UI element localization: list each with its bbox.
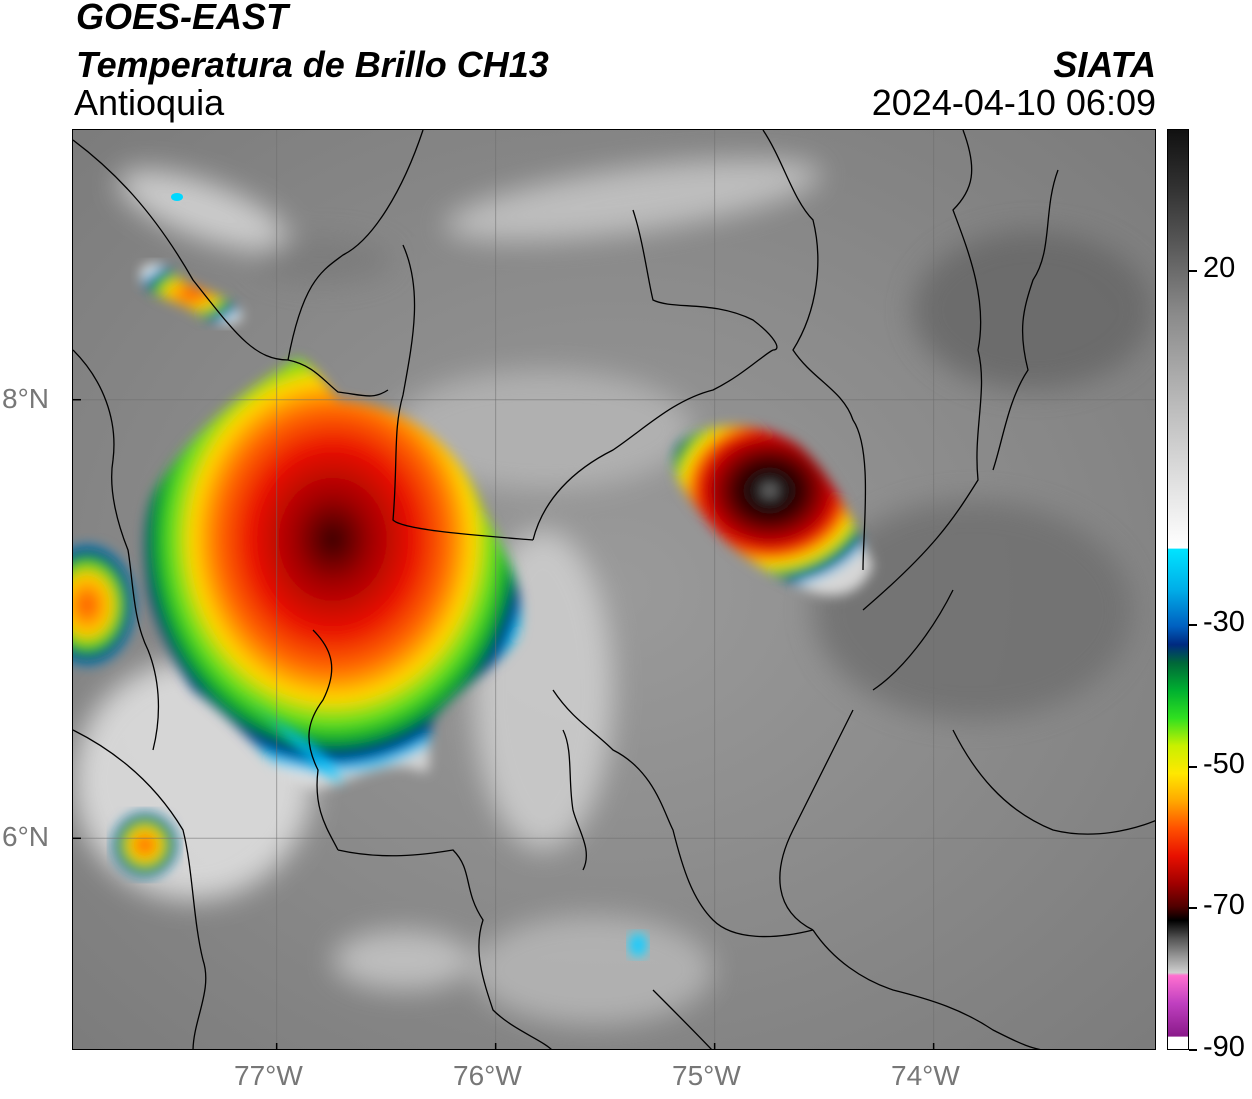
lon-label-77w: 77°W: [234, 1060, 303, 1091]
axis-ticks: [73, 398, 935, 1049]
satellite-title: GOES-EAST: [76, 0, 289, 37]
boundary-boyaca-west: [779, 709, 854, 931]
coastline-north: [73, 139, 389, 397]
lat-label-8n: 8°N: [2, 383, 49, 414]
boundary-boyaca-east: [952, 729, 1155, 835]
satellite-map: [72, 129, 1156, 1050]
small-cell-south: [628, 932, 648, 958]
boundary-caldas-inner: [562, 729, 587, 871]
boundary-tolima: [652, 989, 712, 1049]
storm-west: [144, 359, 521, 789]
timestamp-label: 2024-04-10 06:09: [871, 82, 1156, 123]
small-cell-southwest: [113, 813, 177, 877]
colorbar-tick: [1189, 623, 1197, 626]
colorbar-tick-label: -50: [1203, 747, 1245, 780]
boundary-south-west: [337, 849, 552, 1049]
boundary-cundinamarca: [812, 929, 1041, 1049]
small-cell-northwest: [141, 263, 243, 325]
storm-cells: [73, 193, 873, 958]
boundary-sucre: [632, 209, 778, 351]
colorbar-tick: [1189, 765, 1197, 768]
colorbar-tick-label: -70: [1203, 889, 1245, 922]
product-title: Temperatura de Brillo CH13: [76, 44, 549, 85]
boundary-choco-antioquia: [308, 629, 339, 851]
organization-label: SIATA: [1053, 44, 1156, 85]
colorbar-tick-label: -30: [1203, 605, 1245, 638]
boundary-bolivar: [762, 130, 867, 571]
coastline-choco: [73, 349, 160, 751]
region-label: Antioquia: [74, 82, 225, 123]
boundary-lines: [73, 130, 1155, 1049]
colorbar-tick-label: 20: [1203, 251, 1236, 284]
colorbar-tick: [1189, 1049, 1197, 1051]
colorbar: [1167, 129, 1189, 1050]
coastline-pacific: [73, 729, 207, 1049]
gridlines: [73, 130, 1155, 1049]
colorbar-tick: [1189, 269, 1197, 272]
lon-label-76w: 76°W: [453, 1060, 522, 1091]
boundary-santander: [862, 130, 983, 611]
storm-central: [674, 426, 873, 596]
colorbar-tick: [1189, 907, 1197, 910]
lat-label-6n: 6°N: [2, 821, 49, 852]
small-cell-north: [171, 193, 183, 201]
lon-label-75w: 75°W: [672, 1060, 741, 1091]
map-canvas: [73, 130, 1155, 1049]
boundary-east: [992, 169, 1059, 471]
boundary-santander-west: [872, 589, 954, 691]
colorbar-tick-label: -90: [1203, 1031, 1245, 1063]
lon-label-74w: 74°W: [891, 1060, 960, 1091]
small-cell-west: [73, 545, 135, 665]
border-panama: [287, 130, 424, 361]
boundary-cordoba: [532, 349, 774, 541]
boundary-uraba: [392, 244, 534, 541]
boundary-caldas: [552, 689, 814, 938]
